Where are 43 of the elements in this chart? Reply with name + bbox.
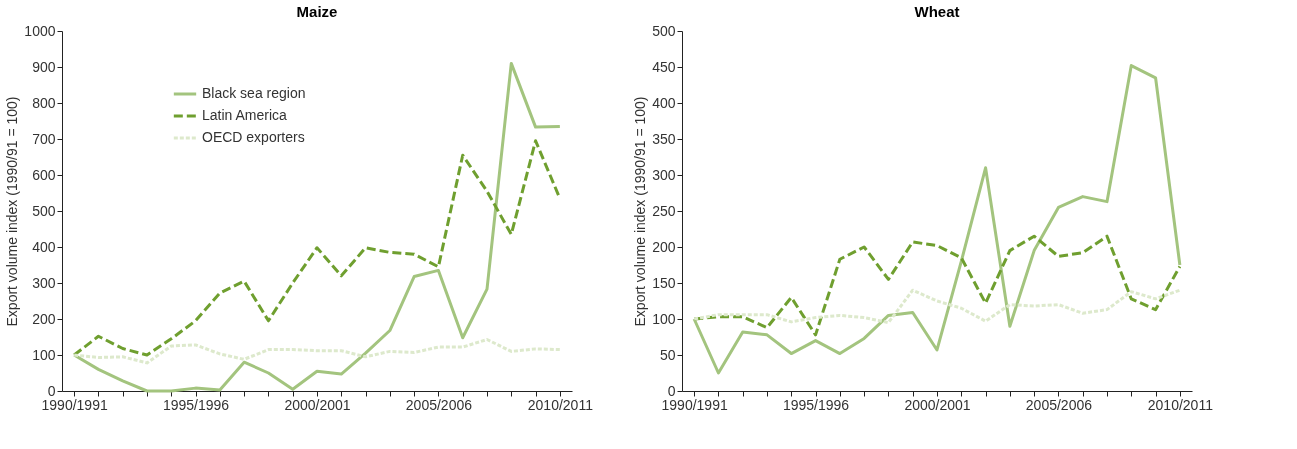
legend-label: Black sea region: [202, 85, 306, 101]
y-tick-label: 450: [652, 58, 676, 75]
y-tick-label: 100: [32, 346, 56, 363]
y-tick-label: 700: [32, 130, 56, 147]
y-tick-label: 900: [32, 58, 56, 75]
y-tick-label: 800: [32, 94, 56, 111]
y-tick-label: 150: [652, 274, 676, 291]
legend-label: Latin America: [202, 107, 288, 123]
y-tick-label: 1000: [24, 22, 56, 39]
y-tick-label: 0: [47, 382, 56, 399]
y-tick-label: 200: [32, 310, 56, 327]
y-tick-label: 200: [652, 238, 676, 255]
x-tick-label: 2010/2011: [527, 396, 594, 413]
y-axis-title: Export volume index (1990/91 = 100): [4, 96, 21, 327]
y-tick-label: 250: [652, 202, 676, 219]
y-tick-label: 500: [32, 202, 56, 219]
x-tick-label: 1990/1991: [41, 396, 108, 413]
y-tick-label: 300: [32, 274, 56, 291]
x-tick-label: 2010/2011: [1147, 396, 1214, 413]
y-axis-title: Export volume index (1990/91 = 100): [632, 96, 649, 327]
line-series: [72, 61, 562, 393]
line-series: [692, 288, 1182, 325]
y-tick-label: 400: [652, 94, 676, 111]
x-tick-label: 1995/1996: [782, 396, 850, 413]
x-tick-label: 1990/1991: [661, 396, 728, 413]
line-series: [692, 64, 1182, 375]
x-tick-label: 2000/2001: [284, 396, 351, 413]
x-tick-label: 2005/2006: [1025, 396, 1093, 413]
y-tick-label: 600: [32, 166, 56, 183]
y-tick-label: 50: [659, 346, 676, 363]
y-tick-label: 400: [32, 238, 56, 255]
y-tick-label: 500: [652, 22, 676, 39]
y-tick-label: 350: [652, 130, 676, 147]
y-tick-label: 100: [652, 310, 676, 327]
x-tick-label: 1995/1996: [162, 396, 230, 413]
x-tick-label: 2000/2001: [904, 396, 971, 413]
y-tick-label: 0: [667, 382, 676, 399]
x-tick-label: 2005/2006: [405, 396, 473, 413]
chart-title: Maize: [296, 3, 338, 20]
y-tick-label: 300: [652, 166, 676, 183]
line-series: [72, 338, 562, 365]
legend-label: OECD exporters: [202, 129, 305, 145]
chart-title: Wheat: [914, 3, 960, 20]
